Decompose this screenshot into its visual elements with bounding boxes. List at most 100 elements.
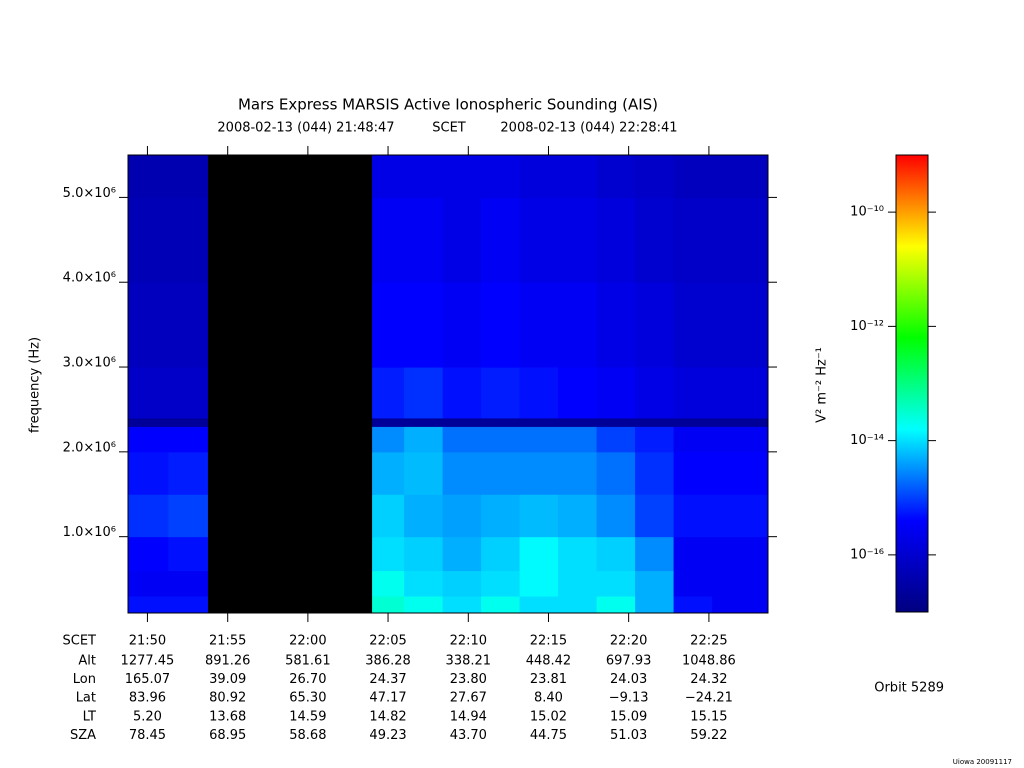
cell [673, 417, 713, 427]
cell [128, 155, 169, 198]
cell [519, 570, 559, 597]
ephemeris-value: 8.40 [534, 691, 563, 706]
ephemeris-value: 68.95 [209, 728, 246, 743]
colorbar-tick-label: 10⁻¹⁴ [850, 433, 884, 448]
x-tick-label: 21:55 [209, 634, 246, 649]
cell [481, 536, 521, 572]
ephemeris-value: 49.23 [369, 728, 406, 743]
ephemeris-label: Lon [73, 672, 96, 687]
ephemeris-value: 51.03 [610, 728, 647, 743]
cell [635, 596, 675, 614]
cell [673, 426, 713, 453]
cell [635, 155, 675, 198]
ephemeris-value: 448.42 [526, 654, 572, 669]
cell [519, 282, 559, 368]
no-data-cell [207, 494, 373, 538]
cell [519, 417, 559, 427]
cell [596, 417, 636, 427]
scet-label: SCET [63, 634, 97, 649]
ephemeris-value: 581.61 [285, 654, 331, 669]
cell [712, 155, 769, 198]
cell [712, 570, 769, 597]
cell [372, 596, 405, 614]
colorbar-tick-label: 10⁻¹² [850, 319, 884, 334]
cell [519, 451, 559, 495]
cell [404, 282, 444, 368]
no-data-cell [207, 282, 373, 368]
cell [712, 451, 769, 495]
start-time: 2008-02-13 (044) 21:48:47 [217, 121, 394, 136]
cell [596, 494, 636, 538]
cell [442, 155, 482, 198]
colorbar [895, 154, 929, 613]
cell [481, 417, 521, 427]
ephemeris-value: 15.02 [530, 709, 567, 724]
cell [404, 494, 444, 538]
colorbar-tick-label: 10⁻¹⁶ [850, 547, 884, 562]
cell [596, 367, 636, 419]
end-time: 2008-02-13 (044) 22:28:41 [500, 121, 677, 136]
cell [481, 197, 521, 283]
cell [712, 417, 769, 427]
cell [712, 282, 769, 368]
ephemeris-value: −9.13 [609, 691, 649, 706]
ephemeris-value: 338.21 [446, 654, 492, 669]
ephemeris-value: 58.68 [289, 728, 326, 743]
cell [442, 197, 482, 283]
cell [635, 417, 675, 427]
cell [168, 282, 209, 368]
cell [635, 536, 675, 572]
cell [128, 570, 169, 597]
y-tick-label: 5.0×10⁶ [63, 186, 116, 201]
ephemeris-value: 83.96 [129, 691, 166, 706]
cell [372, 451, 405, 495]
ephemeris-value: 1277.45 [121, 654, 175, 669]
cell [635, 426, 675, 453]
cell [635, 570, 675, 597]
cell [481, 596, 521, 614]
cell [673, 367, 713, 419]
cell [404, 417, 444, 427]
y-axis-label: frequency (Hz) [28, 337, 43, 433]
cell [712, 536, 769, 572]
cell [712, 596, 769, 614]
cell [519, 155, 559, 198]
ephemeris-value: 697.93 [606, 654, 652, 669]
cell [558, 282, 598, 368]
ephemeris-value: 1048.86 [682, 654, 736, 669]
orbit: Orbit 5289 [874, 681, 944, 696]
cell [596, 197, 636, 283]
no-data-cell [207, 197, 373, 283]
cell [168, 494, 209, 538]
cell [128, 367, 169, 419]
x-tick-label: 22:15 [530, 634, 567, 649]
ephemeris-label: Lat [76, 691, 96, 706]
cell [404, 451, 444, 495]
cell [712, 197, 769, 283]
cell [168, 570, 209, 597]
cell [128, 596, 169, 614]
cell [558, 426, 598, 453]
cell [168, 155, 209, 198]
no-data-cell [207, 417, 373, 427]
cell [372, 426, 405, 453]
time-label: SCET [432, 121, 466, 136]
cell [519, 494, 559, 538]
x-tick-label: 22:20 [610, 634, 647, 649]
ephemeris-value: 5.20 [133, 709, 162, 724]
cell [128, 282, 169, 368]
cell [519, 197, 559, 283]
x-tick-label: 21:50 [129, 634, 166, 649]
cell [558, 494, 598, 538]
ephemeris-value: 165.07 [125, 672, 171, 687]
y-tick-label: 2.0×10⁶ [63, 440, 116, 455]
cell [596, 451, 636, 495]
ephemeris-label: SZA [70, 728, 96, 743]
cell [372, 417, 405, 427]
cell [168, 596, 209, 614]
cell [558, 536, 598, 572]
cell [404, 426, 444, 453]
cell [128, 494, 169, 538]
cell [442, 367, 482, 419]
